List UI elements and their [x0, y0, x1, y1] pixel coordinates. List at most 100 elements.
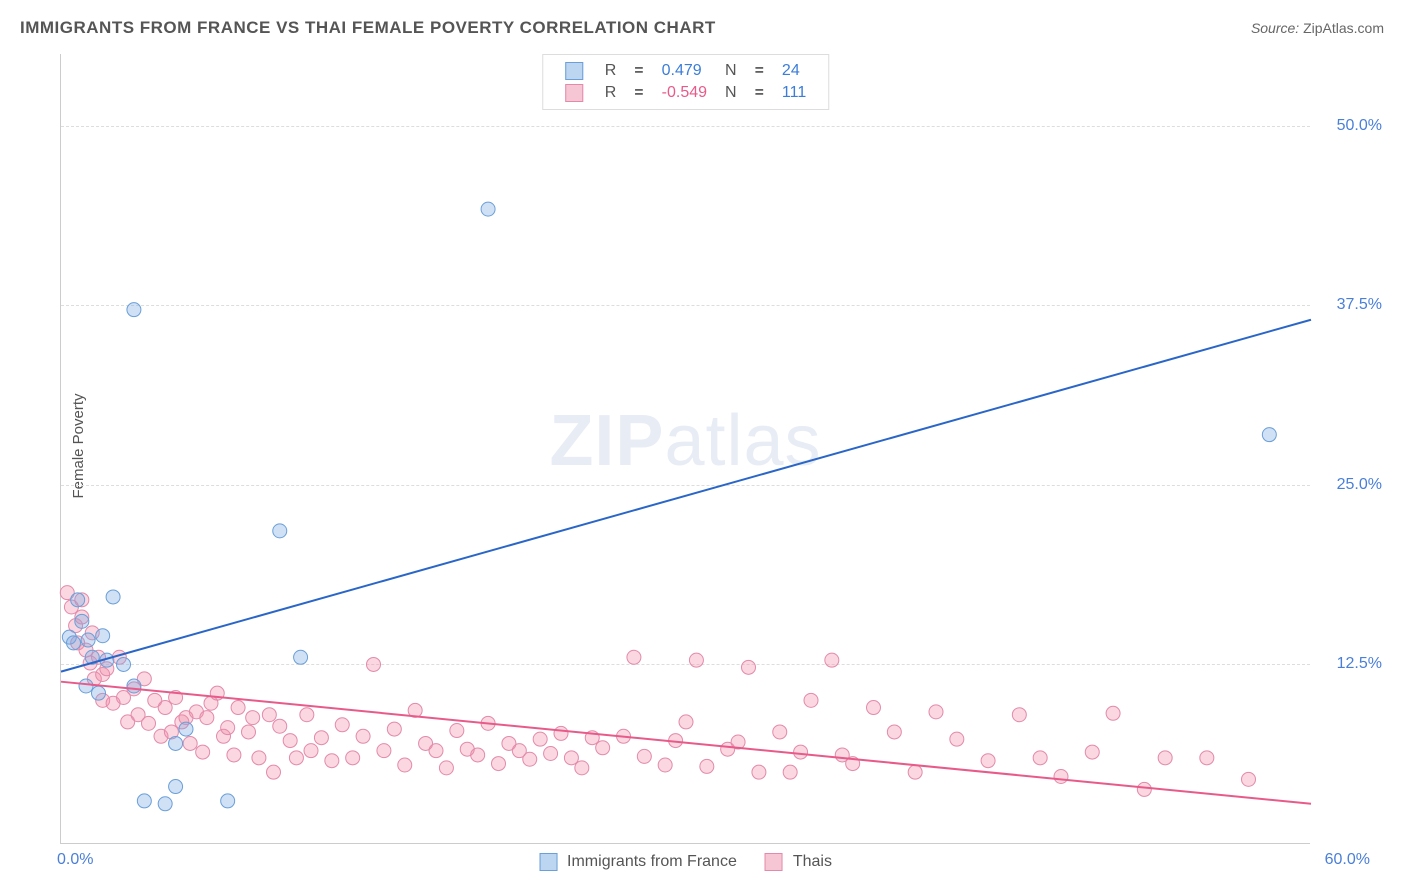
- data-point: [346, 751, 360, 765]
- data-point: [929, 705, 943, 719]
- data-point: [533, 732, 547, 746]
- data-point: [679, 715, 693, 729]
- trend-line: [61, 320, 1311, 672]
- data-point: [262, 708, 276, 722]
- data-point: [356, 729, 370, 743]
- data-point: [196, 745, 210, 759]
- data-point: [127, 303, 141, 317]
- data-point: [564, 751, 578, 765]
- data-point: [96, 629, 110, 643]
- data-point: [252, 751, 266, 765]
- legend-item-series2: Thais: [765, 853, 832, 871]
- correlation-legend: R = 0.479 N = 24 R = -0.549 N = 111: [542, 54, 830, 110]
- chart-title: IMMIGRANTS FROM FRANCE VS THAI FEMALE PO…: [20, 18, 716, 38]
- data-point: [752, 765, 766, 779]
- data-point: [179, 722, 193, 736]
- data-point: [231, 701, 245, 715]
- data-point: [221, 794, 235, 808]
- data-point: [1200, 751, 1214, 765]
- data-point: [450, 724, 464, 738]
- data-point: [492, 757, 506, 771]
- data-point: [908, 765, 922, 779]
- r-value-1: 0.479: [654, 61, 715, 81]
- data-point: [242, 725, 256, 739]
- data-point: [887, 725, 901, 739]
- data-point: [398, 758, 412, 772]
- data-point: [183, 736, 197, 750]
- data-point: [273, 719, 287, 733]
- data-point: [1085, 745, 1099, 759]
- data-point: [377, 744, 391, 758]
- scatter-svg: [61, 54, 1310, 843]
- data-point: [1158, 751, 1172, 765]
- data-point: [1054, 769, 1068, 783]
- data-point: [804, 693, 818, 707]
- data-point: [142, 716, 156, 730]
- legend-label-series2: Thais: [793, 853, 832, 871]
- data-point: [429, 744, 443, 758]
- data-point: [127, 679, 141, 693]
- r-value-2: -0.549: [654, 83, 715, 103]
- data-point: [1262, 428, 1276, 442]
- legend-item-series1: Immigrants from France: [539, 853, 737, 871]
- data-point: [825, 653, 839, 667]
- data-point: [335, 718, 349, 732]
- data-point: [981, 754, 995, 768]
- data-point: [554, 726, 568, 740]
- data-point: [1033, 751, 1047, 765]
- chart-plot-area: ZIPatlas 12.5%25.0%37.5%50.0% R = 0.479 …: [60, 54, 1310, 844]
- data-point: [367, 657, 381, 671]
- data-point: [283, 734, 297, 748]
- data-point: [794, 745, 808, 759]
- data-point: [267, 765, 281, 779]
- n-value-1: 24: [774, 61, 814, 81]
- data-point: [158, 701, 172, 715]
- data-point: [221, 721, 235, 735]
- data-point: [300, 708, 314, 722]
- data-point: [1242, 772, 1256, 786]
- source-attribution: Source: ZipAtlas.com: [1251, 20, 1384, 36]
- data-point: [773, 725, 787, 739]
- data-point: [700, 759, 714, 773]
- data-point: [289, 751, 303, 765]
- source-label: Source:: [1251, 20, 1299, 36]
- swatch-series2: [565, 84, 583, 102]
- data-point: [81, 633, 95, 647]
- data-point: [387, 722, 401, 736]
- y-tick-label: 50.0%: [1337, 117, 1382, 135]
- data-point: [169, 780, 183, 794]
- data-point: [314, 731, 328, 745]
- data-point: [79, 679, 93, 693]
- data-point: [246, 711, 260, 725]
- data-point: [117, 657, 131, 671]
- data-point: [627, 650, 641, 664]
- data-point: [575, 761, 589, 775]
- legend-row-series1: R = 0.479 N = 24: [557, 61, 815, 81]
- data-point: [637, 749, 651, 763]
- data-point: [137, 794, 151, 808]
- data-point: [439, 761, 453, 775]
- data-point: [544, 747, 558, 761]
- data-point: [1106, 706, 1120, 720]
- data-point: [304, 744, 318, 758]
- n-label-1: N: [717, 61, 745, 81]
- data-point: [75, 614, 89, 628]
- y-tick-label: 12.5%: [1337, 655, 1382, 673]
- data-point: [867, 701, 881, 715]
- data-point: [481, 202, 495, 216]
- n-value-2: 111: [774, 83, 814, 103]
- x-tick-min: 0.0%: [57, 851, 93, 869]
- data-point: [169, 736, 183, 750]
- data-point: [689, 653, 703, 667]
- data-point: [783, 765, 797, 779]
- data-point: [158, 797, 172, 811]
- y-tick-label: 37.5%: [1337, 296, 1382, 314]
- data-point: [471, 748, 485, 762]
- swatch-series1-bottom: [539, 853, 557, 871]
- x-tick-max: 60.0%: [1325, 851, 1370, 869]
- data-point: [92, 686, 106, 700]
- data-point: [273, 524, 287, 538]
- data-point: [658, 758, 672, 772]
- data-point: [71, 593, 85, 607]
- swatch-series1: [565, 62, 583, 80]
